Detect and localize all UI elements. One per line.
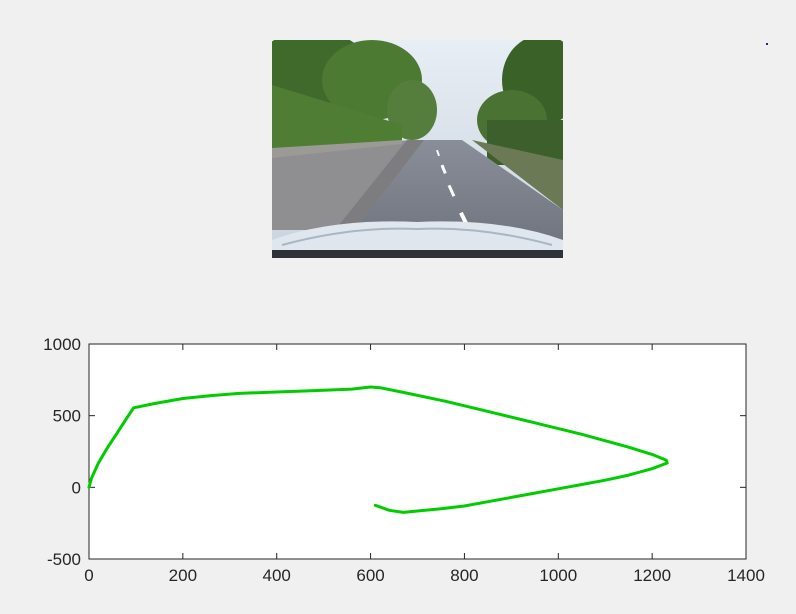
x-tick-label: 200: [169, 566, 197, 585]
x-tick-label: 1000: [539, 566, 577, 585]
series-layer: [87, 385, 669, 514]
corner-marker: [766, 43, 768, 45]
x-tick-label: 0: [84, 566, 93, 585]
axes-background: [88, 343, 747, 560]
y-tick-label: 0: [72, 478, 81, 497]
dashcam-image: [272, 40, 563, 258]
y-tick-label: -500: [47, 550, 81, 569]
x-tick-label: 1200: [633, 566, 671, 585]
x-tick-label: 600: [356, 566, 384, 585]
dashcam-road-icon: [272, 40, 563, 258]
x-tick-label: 400: [263, 566, 291, 585]
trajectory-line: [87, 385, 669, 514]
x-tick-label: 1400: [727, 566, 765, 585]
y-tick-label: 1000: [43, 335, 81, 354]
axis-ticks: [88, 343, 747, 560]
y-tick-label: 500: [53, 407, 81, 426]
x-tick-label: 800: [450, 566, 478, 585]
